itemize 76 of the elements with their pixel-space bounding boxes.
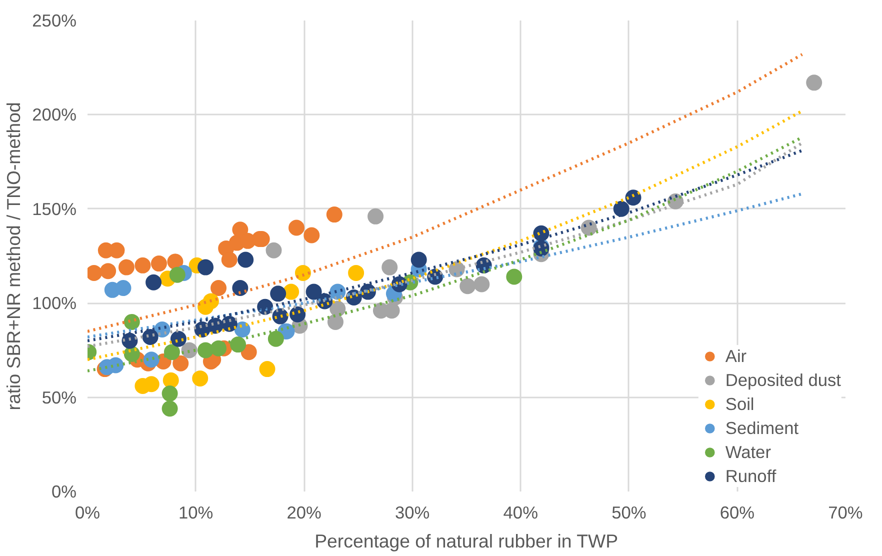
point	[210, 340, 227, 356]
point	[164, 344, 180, 360]
point	[382, 259, 398, 276]
point	[210, 280, 227, 296]
point	[410, 252, 427, 268]
point	[232, 222, 248, 238]
legend-label: Water	[725, 442, 771, 462]
point	[124, 314, 140, 330]
point	[330, 300, 346, 317]
point	[198, 259, 214, 276]
point	[172, 355, 189, 372]
x-axis-title: Percentage of natural rubber in TWP	[314, 530, 618, 552]
point	[230, 336, 246, 353]
point	[162, 400, 178, 417]
point	[306, 284, 322, 300]
legend-label: Air	[725, 346, 747, 366]
x-tick-label: 0%	[74, 502, 100, 522]
point	[221, 252, 238, 268]
x-tick-label: 50%	[612, 502, 646, 522]
point	[259, 361, 276, 378]
x-tick-label: 70%	[828, 502, 863, 522]
legend-label: Runoff	[725, 466, 776, 486]
point	[368, 208, 384, 224]
point	[348, 264, 364, 281]
point	[283, 284, 300, 300]
y-tick-label: 200%	[32, 104, 77, 125]
x-tick-label: 60%	[720, 502, 755, 522]
point	[327, 314, 344, 330]
y-tick-label: 50%	[42, 387, 77, 408]
point	[304, 227, 320, 244]
point	[506, 268, 522, 285]
point	[266, 242, 282, 258]
point	[294, 264, 311, 281]
point	[162, 372, 179, 388]
point	[146, 274, 162, 290]
point	[806, 74, 822, 91]
point	[326, 206, 342, 223]
x-tick-label: 40%	[503, 502, 538, 522]
point	[169, 266, 186, 283]
point	[167, 254, 184, 270]
point	[613, 200, 630, 217]
y-tick-label: 250%	[32, 10, 77, 30]
point	[460, 278, 476, 294]
point	[150, 256, 167, 272]
point	[232, 280, 248, 296]
point	[268, 330, 284, 347]
point	[192, 370, 208, 386]
y-axis-title: ratio SBR+NR method / TNO-method	[3, 102, 24, 410]
y-tick-label: 150%	[32, 198, 77, 219]
point	[162, 386, 178, 402]
y-tick-label: 100%	[32, 293, 77, 314]
x-tick-label: 20%	[286, 502, 322, 522]
point	[290, 306, 306, 322]
x-tick-label: 30%	[395, 502, 430, 522]
point	[134, 257, 151, 274]
point	[270, 286, 286, 302]
point	[170, 330, 186, 347]
point	[142, 329, 158, 345]
point	[625, 190, 642, 206]
point	[238, 252, 254, 268]
point	[181, 342, 198, 358]
point	[108, 357, 124, 374]
legend-label: Sediment	[725, 418, 799, 438]
x-tick-label: 10%	[178, 502, 214, 522]
point	[100, 263, 116, 280]
line-series	[88, 52, 804, 333]
line-series	[88, 192, 804, 339]
point	[115, 280, 132, 296]
legend-label: Soil	[725, 394, 754, 414]
legend-label: Deposited dust	[725, 370, 841, 390]
point	[240, 344, 257, 360]
point	[118, 259, 134, 276]
point	[288, 220, 304, 236]
y-tick-label: 0%	[51, 482, 76, 502]
point	[143, 352, 160, 368]
point	[474, 276, 490, 292]
